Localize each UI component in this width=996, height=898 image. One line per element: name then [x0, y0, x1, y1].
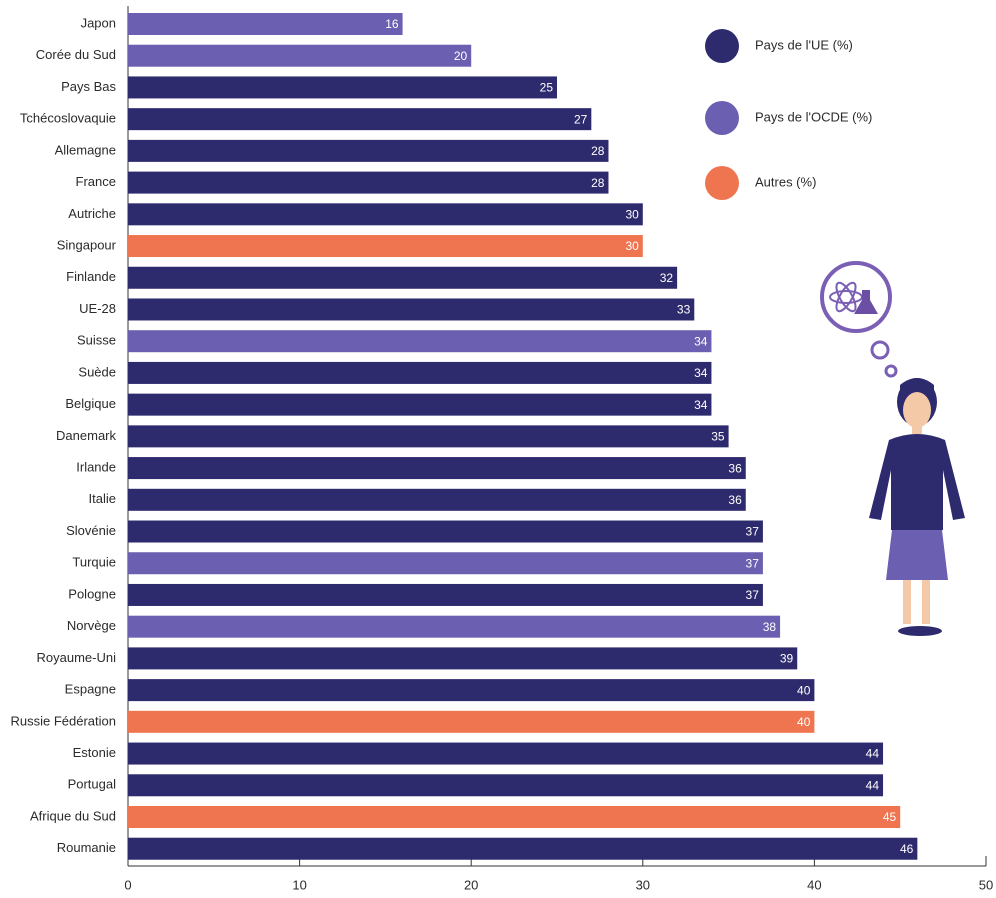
value-label: 32 — [660, 271, 674, 285]
y-tick-label: Japon — [81, 15, 116, 30]
legend-label: Pays de l'UE (%) — [755, 37, 853, 52]
bar — [128, 552, 763, 575]
y-tick-label: Finlande — [66, 269, 116, 284]
y-tick-label: Tchécoslovaquie — [20, 111, 116, 126]
value-label: 34 — [694, 334, 708, 348]
bar — [128, 171, 609, 194]
y-tick-label: France — [76, 174, 116, 189]
value-label: 38 — [763, 620, 777, 634]
bar — [128, 361, 712, 384]
y-tick-label: Corée du Sud — [36, 47, 116, 62]
legend-swatch — [705, 166, 739, 200]
legend-label: Autres (%) — [755, 174, 816, 189]
value-label: 35 — [711, 430, 725, 444]
y-tick-label: Belgique — [65, 396, 116, 411]
bar — [128, 203, 643, 226]
value-label: 44 — [866, 747, 880, 761]
y-tick-label: Royaume-Uni — [37, 650, 117, 665]
bar — [128, 76, 557, 99]
y-tick-label: Autriche — [68, 206, 116, 221]
bar — [128, 679, 815, 702]
x-tick-label: 40 — [807, 877, 821, 892]
y-tick-label: UE-28 — [79, 301, 116, 316]
value-label: 44 — [866, 778, 880, 792]
y-tick-label: Danemark — [56, 428, 116, 443]
value-label: 28 — [591, 176, 605, 190]
y-tick-label: Slovénie — [66, 523, 116, 538]
bar — [128, 235, 643, 258]
value-label: 27 — [574, 112, 588, 126]
y-tick-label: Norvège — [67, 618, 116, 633]
value-label: 36 — [728, 493, 742, 507]
y-tick-label: Estonie — [73, 745, 116, 760]
bar — [128, 710, 815, 733]
y-tick-label: Suisse — [77, 333, 116, 348]
y-tick-label: Roumanie — [57, 840, 116, 855]
bar — [128, 837, 918, 860]
value-label: 40 — [797, 683, 811, 697]
legend-label: Pays de l'OCDE (%) — [755, 109, 872, 124]
value-label: 37 — [746, 525, 760, 539]
value-label: 16 — [385, 17, 399, 31]
bar — [128, 742, 884, 765]
y-tick-label: Singapour — [57, 237, 117, 252]
legend-swatch — [705, 29, 739, 63]
y-tick-label: Pays Bas — [61, 79, 116, 94]
y-tick-label: Russie Fédération — [11, 713, 117, 728]
bar — [128, 108, 592, 131]
y-tick-label: Suède — [78, 364, 116, 379]
value-label: 34 — [694, 398, 708, 412]
value-label: 25 — [540, 81, 554, 95]
value-label: 34 — [694, 366, 708, 380]
bar — [128, 774, 884, 797]
x-tick-label: 30 — [636, 877, 650, 892]
bar — [128, 615, 781, 638]
legend-swatch — [705, 101, 739, 135]
bar — [128, 298, 695, 321]
bar — [128, 13, 403, 35]
y-tick-label: Allemagne — [55, 142, 116, 157]
value-label: 30 — [625, 207, 639, 221]
value-label: 45 — [883, 810, 897, 824]
bar — [128, 266, 678, 289]
y-tick-label: Italie — [89, 491, 116, 506]
x-tick-label: 0 — [124, 877, 131, 892]
bar — [128, 330, 712, 353]
x-tick-label: 20 — [464, 877, 478, 892]
bar — [128, 139, 609, 162]
illustration — [820, 261, 965, 636]
value-label: 37 — [746, 556, 760, 570]
bar — [128, 488, 746, 511]
value-label: 46 — [900, 842, 914, 856]
y-tick-label: Irlande — [76, 460, 116, 475]
value-label: 28 — [591, 144, 605, 158]
bar — [128, 425, 729, 448]
bar — [128, 520, 763, 543]
value-label: 33 — [677, 303, 691, 317]
bar — [128, 44, 472, 67]
x-tick-label: 50 — [979, 877, 993, 892]
y-tick-label: Afrique du Sud — [30, 808, 116, 823]
y-tick-label: Espagne — [65, 682, 116, 697]
bar — [128, 393, 712, 416]
x-tick-label: 10 — [292, 877, 306, 892]
y-tick-label: Pologne — [68, 586, 116, 601]
bar — [128, 457, 746, 480]
y-tick-label: Turquie — [72, 555, 116, 570]
value-label: 36 — [728, 461, 742, 475]
bar — [128, 647, 798, 670]
value-label: 39 — [780, 652, 794, 666]
value-label: 37 — [746, 588, 760, 602]
y-tick-label: Portugal — [68, 777, 117, 792]
value-label: 30 — [625, 239, 639, 253]
value-label: 40 — [797, 715, 811, 729]
value-label: 20 — [454, 49, 468, 63]
bar — [128, 583, 763, 606]
bar — [128, 806, 901, 828]
